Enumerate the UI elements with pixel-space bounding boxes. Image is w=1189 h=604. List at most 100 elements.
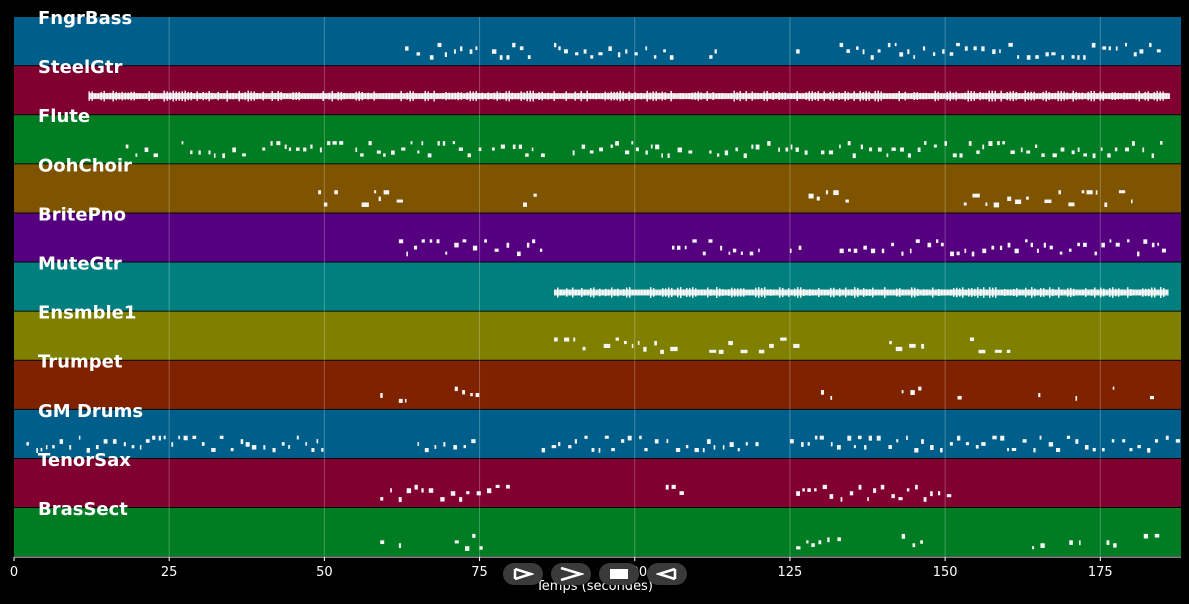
- note: [891, 242, 894, 247]
- note: [920, 290, 922, 295]
- note: [472, 245, 478, 251]
- track-band: [14, 508, 1181, 557]
- note: [100, 91, 102, 101]
- note: [310, 94, 312, 98]
- track-label: BritePno: [38, 204, 126, 225]
- note: [985, 202, 988, 206]
- note: [894, 42, 897, 47]
- note: [434, 445, 437, 449]
- note: [839, 288, 841, 297]
- note: [656, 290, 658, 295]
- note: [701, 289, 703, 296]
- note: [688, 150, 693, 154]
- play-button[interactable]: [503, 563, 543, 585]
- note: [1115, 46, 1118, 51]
- note: [957, 395, 962, 400]
- note: [506, 55, 510, 60]
- note: [478, 93, 480, 100]
- note: [863, 288, 865, 297]
- note: [1139, 49, 1144, 54]
- note: [1016, 288, 1018, 297]
- note: [1039, 435, 1042, 440]
- note: [776, 290, 778, 295]
- note: [971, 251, 975, 257]
- note: [490, 93, 492, 99]
- note: [376, 150, 381, 154]
- note: [1150, 94, 1152, 99]
- note: [1048, 442, 1054, 447]
- note: [877, 90, 879, 102]
- track-label: TenorSax: [38, 450, 131, 471]
- note: [670, 90, 672, 102]
- note: [952, 92, 954, 100]
- note: [950, 251, 954, 257]
- note: [845, 287, 847, 298]
- note: [1106, 290, 1108, 295]
- note: [949, 442, 953, 446]
- note: [368, 141, 372, 146]
- note: [1069, 540, 1073, 545]
- note: [830, 287, 832, 298]
- note: [691, 92, 693, 100]
- note: [406, 488, 412, 494]
- note: [1103, 288, 1105, 297]
- note: [889, 340, 892, 345]
- note: [692, 239, 697, 243]
- note: [1034, 288, 1036, 297]
- note: [864, 445, 867, 450]
- rewind-button[interactable]: [647, 563, 687, 585]
- note: [1151, 153, 1154, 159]
- note: [891, 147, 896, 151]
- note: [1141, 94, 1143, 98]
- note: [817, 91, 819, 101]
- note: [405, 46, 409, 51]
- forward-button[interactable]: [551, 563, 591, 585]
- track-band: [14, 17, 1181, 66]
- note: [1025, 287, 1027, 298]
- note: [940, 93, 942, 99]
- note: [982, 144, 985, 150]
- note: [106, 92, 108, 100]
- stop-button[interactable]: [599, 563, 639, 585]
- note: [153, 153, 158, 158]
- note: [1145, 288, 1147, 297]
- note: [914, 447, 919, 453]
- note: [1147, 91, 1149, 101]
- note: [450, 491, 456, 496]
- note: [538, 92, 540, 100]
- note: [1161, 248, 1166, 253]
- note: [1018, 93, 1020, 100]
- note: [144, 147, 149, 153]
- note: [1033, 447, 1036, 453]
- note: [833, 287, 835, 298]
- note: [327, 141, 331, 146]
- note: [965, 442, 970, 446]
- note: [800, 287, 802, 298]
- note: [608, 289, 610, 296]
- note: [888, 445, 892, 449]
- note: [1105, 94, 1107, 98]
- note: [523, 202, 527, 207]
- note: [963, 202, 967, 206]
- note: [230, 447, 234, 452]
- note: [833, 190, 839, 196]
- note: [190, 91, 192, 101]
- note: [814, 435, 818, 440]
- note: [1008, 42, 1013, 47]
- note: [202, 91, 204, 101]
- note: [380, 540, 385, 545]
- note: [424, 447, 429, 453]
- note: [361, 91, 363, 101]
- note: [755, 442, 759, 447]
- note: [911, 287, 913, 298]
- note: [796, 91, 798, 101]
- note: [839, 42, 844, 48]
- note: [1117, 92, 1119, 100]
- note: [972, 193, 980, 198]
- note: [1157, 242, 1160, 246]
- note: [339, 141, 344, 145]
- note: [1111, 439, 1115, 443]
- note: [1036, 248, 1039, 253]
- note: [940, 447, 943, 453]
- note: [45, 445, 48, 450]
